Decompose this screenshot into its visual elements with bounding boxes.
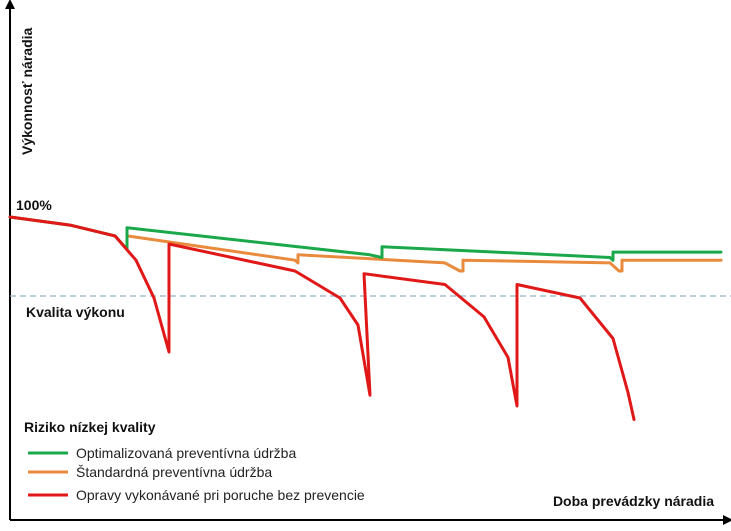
- series-reactive-line: [8, 215, 636, 421]
- x-axis-label: Doba prevádzky náradia: [553, 493, 714, 509]
- series-standard-line: [8, 215, 723, 273]
- legend-title: Riziko nízkej kvality: [24, 419, 156, 435]
- legend: Riziko nízkej kvality Optimalizovaná pre…: [24, 419, 365, 503]
- y-axis-label: Výkonnosť náradia: [19, 27, 35, 155]
- y-reference-label: 100%: [16, 197, 52, 213]
- series-layer: [8, 215, 723, 421]
- legend-label-standard: Štandardná preventívna údržba: [76, 464, 272, 480]
- threshold-label: Kvalita výkonu: [26, 304, 125, 320]
- legend-label-reactive: Opravy vykonávané pri poruche bez preven…: [76, 487, 365, 503]
- legend-label-optimized: Optimalizovaná preventívna údržba: [76, 445, 296, 461]
